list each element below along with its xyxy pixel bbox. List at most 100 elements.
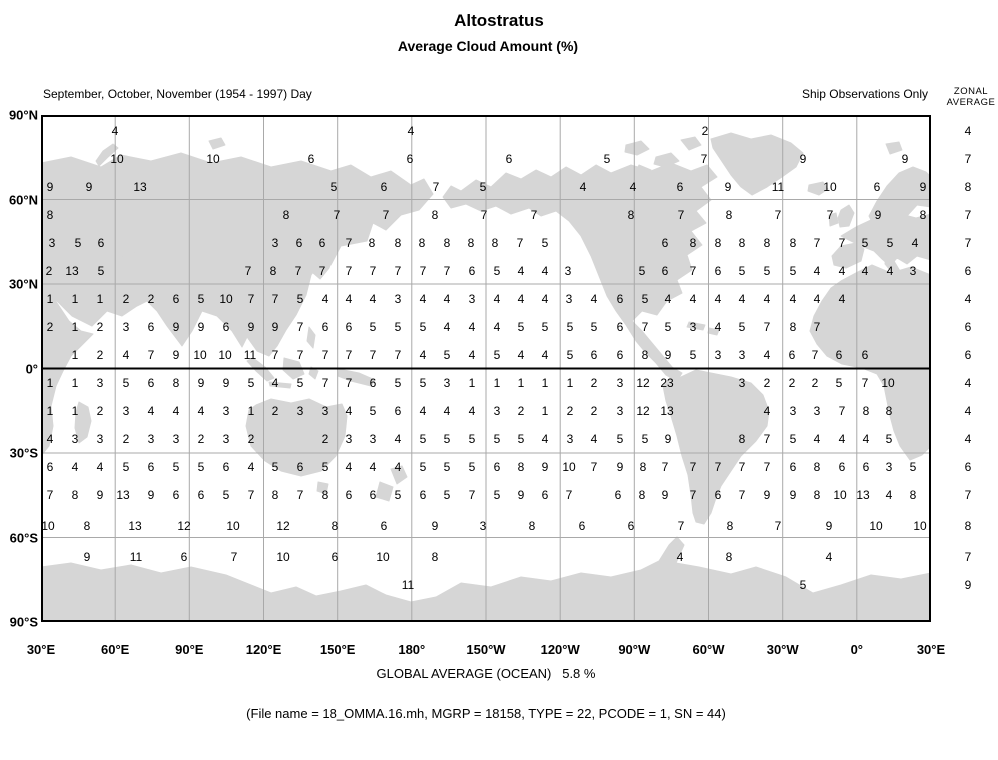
grid-value: 6 (172, 488, 180, 502)
grid-value: 5 (689, 348, 697, 362)
grid-value: 7 (689, 488, 697, 502)
grid-value: 4 (468, 348, 476, 362)
grid-value: 4 (738, 292, 746, 306)
grid-value: 1 (517, 376, 525, 390)
grid-value: 1 (566, 376, 574, 390)
grid-value: 6 (838, 460, 846, 474)
grid-value: 7 (811, 348, 819, 362)
grid-value: 3 (616, 404, 624, 418)
grid-value: 9 (222, 376, 230, 390)
zonal-average-value: 6 (964, 320, 972, 334)
grid-value: 8 (909, 488, 917, 502)
grid-value: 1 (71, 376, 79, 390)
longitude-tick-label: 180° (398, 642, 426, 657)
grid-value: 13 (856, 488, 870, 502)
grid-value: 10 (218, 348, 232, 362)
grid-value: 7 (394, 348, 402, 362)
world-map: 4 4 2 10 10 6 6 6 5 7 9 9 9 9 13 5 6 7 5 4 4 6 9 11 10 6 9 8 8 7 7 8 7 7 8… (41, 115, 931, 622)
grid-value: 8 (714, 236, 722, 250)
grid-value: 8 (763, 236, 771, 250)
grid-value: 5 (369, 404, 377, 418)
grid-value: 9 (197, 376, 205, 390)
grid-value: 9 (763, 488, 771, 502)
grid-value: 8 (638, 488, 646, 502)
grid-value: 9 (919, 180, 927, 194)
grid-value: 8 (726, 519, 734, 533)
zonal-average-value: 7 (964, 550, 972, 564)
grid-value: 8 (271, 488, 279, 502)
grid-value: 7 (738, 460, 746, 474)
grid-value: 8 (725, 550, 733, 564)
grid-value: 4 (541, 432, 549, 446)
grid-value: 3 (443, 376, 451, 390)
grid-value: 5 (122, 460, 130, 474)
grid-value: 4 (813, 264, 821, 278)
grid-value: 7 (813, 236, 821, 250)
grid-value: 7 (813, 320, 821, 334)
grid-value: 8 (467, 236, 475, 250)
grid-value: 5 (74, 236, 82, 250)
grid-value: 4 (443, 404, 451, 418)
grid-value: 2 (122, 292, 130, 306)
grid-value: 7 (294, 264, 302, 278)
grid-value: 9 (517, 488, 525, 502)
grid-value: 7 (661, 460, 669, 474)
map-frame (41, 115, 931, 622)
grid-value: 7 (345, 348, 353, 362)
grid-value: 9 (724, 180, 732, 194)
grid-value: 6 (380, 519, 388, 533)
grid-value: 5 (419, 432, 427, 446)
grid-value: 4 (885, 488, 893, 502)
grid-value: 6 (835, 348, 843, 362)
grid-value: 11 (243, 348, 257, 362)
zonal-average-value: 8 (964, 519, 972, 533)
grid-value: 10 (562, 460, 576, 474)
grid-value: 3 (71, 432, 79, 446)
grid-value: 12 (177, 519, 191, 533)
grid-value: 6 (394, 404, 402, 418)
grid-value: 4 (763, 348, 771, 362)
grid-value: 4 (419, 404, 427, 418)
grid-value: 8 (639, 460, 647, 474)
grid-value: 6 (406, 152, 414, 166)
grid-value: 4 (813, 292, 821, 306)
grid-value: 4 (517, 292, 525, 306)
grid-value: 5 (493, 348, 501, 362)
grid-value: 4 (172, 404, 180, 418)
grid-value: 3 (565, 292, 573, 306)
grid-value: 7 (46, 488, 54, 502)
grid-value: 4 (664, 292, 672, 306)
grid-value: 10 (276, 550, 290, 564)
grid-value: 3 (296, 404, 304, 418)
grid-value: 10 (206, 152, 220, 166)
grid-value: 5 (603, 152, 611, 166)
grid-value: 4 (541, 348, 549, 362)
grid-value: 7 (516, 236, 524, 250)
grid-value: 6 (493, 460, 501, 474)
grid-value: 7 (318, 264, 326, 278)
grid-value: 7 (247, 488, 255, 502)
grid-value: 6 (307, 152, 315, 166)
grid-value: 5 (419, 376, 427, 390)
grid-value: 4 (394, 460, 402, 474)
grid-value: 7 (443, 264, 451, 278)
grid-value: 1 (96, 292, 104, 306)
grid-value: 12 (276, 519, 290, 533)
grid-value: 8 (368, 236, 376, 250)
zonal-average-value: 6 (964, 348, 972, 362)
grid-value: 5 (664, 320, 672, 334)
grid-value: 4 (71, 460, 79, 474)
grid-value: 5 (861, 236, 869, 250)
grid-value: 4 (763, 404, 771, 418)
grid-value: 3 (689, 320, 697, 334)
grid-value: 2 (517, 404, 525, 418)
grid-value: 6 (468, 264, 476, 278)
grid-value: 6 (147, 460, 155, 474)
grid-value: 7 (641, 320, 649, 334)
grid-value: 10 (110, 152, 124, 166)
page-subtitle: Average Cloud Amount (%) (397, 38, 579, 54)
grid-value: 10 (41, 519, 55, 533)
grid-value: 8 (269, 264, 277, 278)
grid-value: 7 (468, 488, 476, 502)
grid-value: 7 (345, 376, 353, 390)
